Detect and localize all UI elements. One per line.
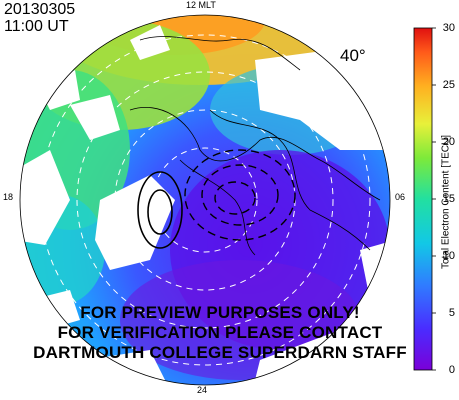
time-label: 11:00 UT [4,18,69,35]
colorbar [413,27,436,371]
colorbar-tick-label: 30 [442,22,455,34]
date-label: 20130305 [4,1,76,18]
colorbar-tick-label: 10 [442,250,455,262]
midnight-mlt-label: 24 [197,385,208,395]
dusk-mlt-label: 18 [3,192,14,202]
latitude-label: 40° [340,46,366,65]
noon-mlt-label: 12 MLT [186,0,216,10]
colorbar-tick-marks [432,27,436,371]
watermark-line-1: FOR PREVIEW PURPOSES ONLY! [80,303,360,322]
colorbar-tick-label: 20 [442,136,455,148]
colorbar-tick-label: 15 [442,193,455,205]
colorbar-tick-label: 0 [448,364,455,376]
dawn-mlt-label: 06 [395,192,406,202]
colorbar-tick-label: 5 [448,307,455,319]
watermark-line-3: DARTMOUTH COLLEGE SUPERDARN STAFF [33,343,407,362]
colorbar-tick-label: 25 [442,79,455,91]
watermark-line-2: FOR VERIFICATION PLEASE CONTACT [57,323,383,342]
